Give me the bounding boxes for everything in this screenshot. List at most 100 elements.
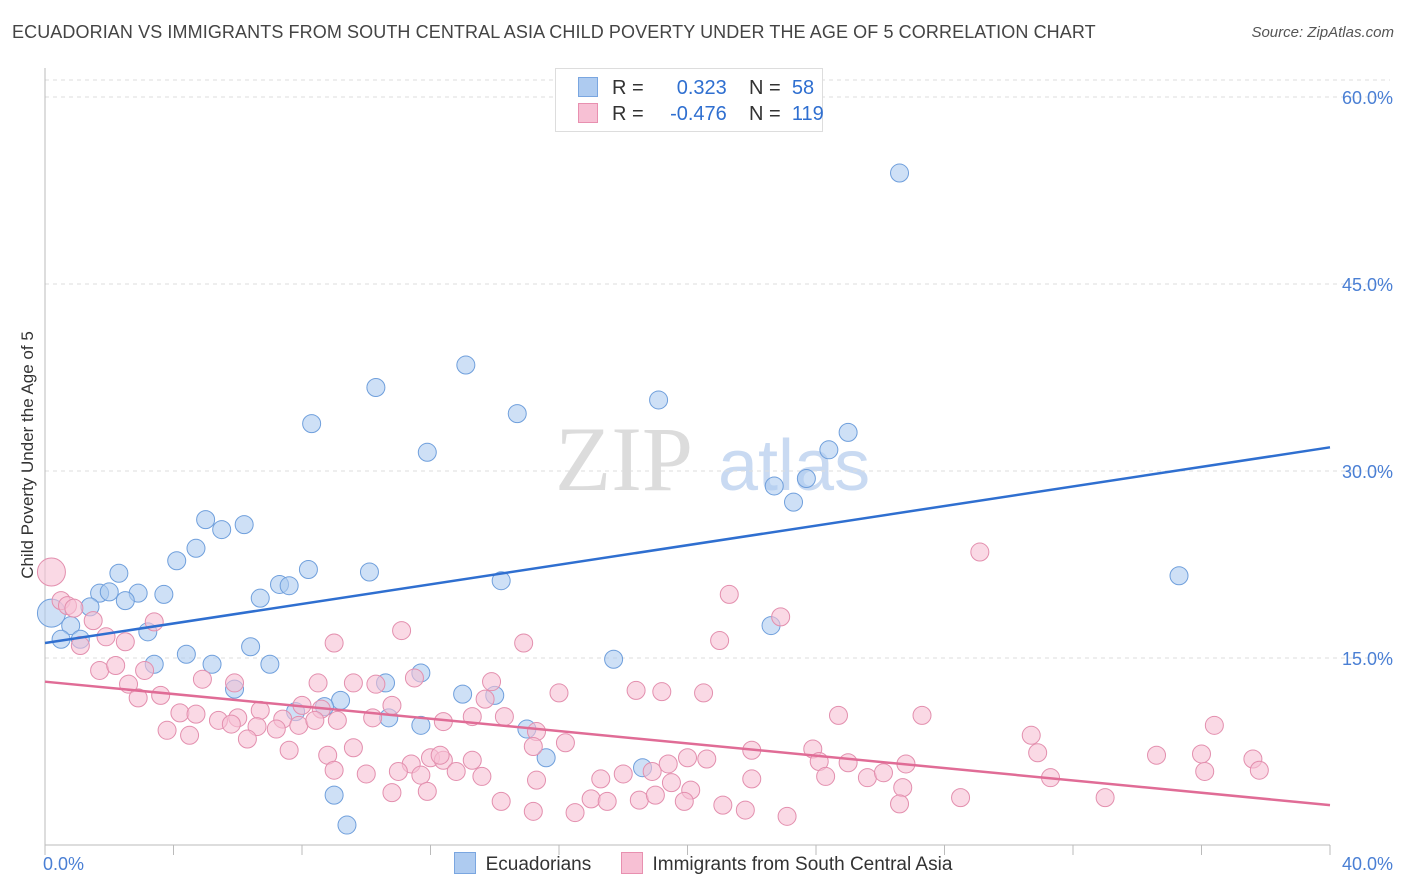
- data-point-ecuadorians: [324, 785, 344, 805]
- data-point-immigrants: [713, 795, 733, 815]
- data-point-ecuadorians: [260, 654, 280, 674]
- legend-n-key: N =: [749, 77, 781, 99]
- data-point-immigrants: [475, 689, 495, 709]
- watermark-zip: ZIP: [555, 408, 693, 510]
- data-point-immigrants: [1195, 761, 1215, 781]
- data-point-ecuadorians: [167, 551, 187, 571]
- legend-r-key: R =: [612, 77, 644, 99]
- legend-row-ecuadorians: R = 0.323 N = 58: [578, 77, 814, 101]
- data-point-ecuadorians: [154, 584, 174, 604]
- data-point-immigrants: [1249, 760, 1269, 780]
- data-point-immigrants: [472, 766, 492, 786]
- data-point-immigrants: [324, 633, 344, 653]
- data-point-ecuadorians: [838, 422, 858, 442]
- data-point-ecuadorians: [453, 684, 473, 704]
- data-point-immigrants: [777, 806, 797, 826]
- data-point-ecuadorians: [359, 562, 379, 582]
- data-point-immigrants: [674, 791, 694, 811]
- data-point-immigrants: [388, 761, 408, 781]
- data-point-immigrants: [289, 715, 309, 735]
- data-point-immigrants: [710, 631, 730, 651]
- data-point-ecuadorians: [649, 390, 669, 410]
- data-point-ecuadorians: [186, 538, 206, 558]
- data-point-immigrants: [1021, 725, 1041, 745]
- data-point-immigrants: [514, 633, 534, 653]
- data-point-immigrants: [549, 683, 569, 703]
- data-point-immigrants: [36, 557, 66, 587]
- data-point-immigrants: [893, 778, 913, 798]
- data-point-immigrants: [192, 669, 212, 689]
- data-point-immigrants: [180, 725, 200, 745]
- data-point-immigrants: [857, 768, 877, 788]
- data-point-immigrants: [392, 621, 412, 641]
- data-point-ecuadorians: [796, 468, 816, 488]
- data-point-immigrants: [890, 794, 910, 814]
- data-point-immigrants: [678, 748, 697, 768]
- data-point-immigrants: [771, 607, 791, 627]
- data-point-immigrants: [279, 740, 299, 760]
- legend-swatch-pink: [578, 103, 598, 123]
- data-point-immigrants: [1028, 743, 1048, 763]
- bottom-legend: Ecuadorians Immigrants from South Centra…: [0, 852, 1406, 876]
- legend-row-immigrants: R = -0.476 N = 119: [578, 103, 824, 127]
- data-point-immigrants: [1192, 744, 1211, 764]
- data-point-immigrants: [237, 729, 257, 749]
- data-point-immigrants: [645, 785, 665, 805]
- bottom-legend-ecuadorians: Ecuadorians: [453, 852, 592, 876]
- data-point-immigrants: [343, 673, 363, 693]
- data-point-ecuadorians: [411, 715, 431, 735]
- data-point-immigrants: [482, 672, 502, 692]
- data-point-immigrants: [151, 685, 171, 705]
- data-point-ecuadorians: [507, 404, 527, 424]
- data-point-immigrants: [83, 611, 103, 631]
- data-point-immigrants: [170, 703, 190, 723]
- data-point-immigrants: [828, 705, 848, 725]
- data-point-immigrants: [912, 705, 932, 725]
- data-point-ecuadorians: [337, 815, 357, 835]
- data-point-immigrants: [694, 683, 714, 703]
- y-tick-label: 15.0%: [1342, 649, 1393, 669]
- data-point-immigrants: [327, 710, 347, 730]
- data-point-ecuadorians: [109, 563, 129, 583]
- data-point-immigrants: [597, 791, 617, 811]
- data-point-ecuadorians: [784, 492, 804, 512]
- data-point-immigrants: [838, 753, 858, 773]
- data-point-immigrants: [266, 719, 286, 739]
- bottom-legend-immigrants: Immigrants from South Central Asia: [620, 852, 952, 876]
- data-point-immigrants: [970, 542, 990, 562]
- data-point-immigrants: [106, 655, 126, 675]
- legend-swatch-blue: [578, 77, 598, 97]
- data-point-immigrants: [523, 801, 543, 821]
- legend-r-key: R =: [612, 103, 644, 125]
- bottom-legend-label: Ecuadorians: [485, 854, 592, 875]
- x-tick-label: 40.0%: [1342, 854, 1393, 874]
- data-point-immigrants: [652, 682, 672, 702]
- data-point-immigrants: [186, 704, 206, 724]
- data-point-ecuadorians: [819, 440, 839, 460]
- trend-line-immigrants: [44, 680, 1331, 807]
- bottom-legend-swatch-pink: [620, 852, 643, 874]
- data-point-immigrants: [661, 773, 681, 793]
- data-point-immigrants: [411, 765, 431, 785]
- data-point-ecuadorians: [234, 515, 254, 535]
- data-point-immigrants: [64, 598, 84, 618]
- data-point-immigrants: [366, 674, 386, 694]
- data-point-ecuadorians: [456, 355, 476, 375]
- data-point-ecuadorians: [176, 644, 196, 664]
- data-point-immigrants: [96, 627, 116, 647]
- data-point-immigrants: [491, 791, 511, 811]
- data-point-immigrants: [382, 783, 402, 803]
- x-tick-label: 0.0%: [43, 854, 84, 874]
- data-point-ecuadorians: [417, 442, 437, 462]
- data-point-immigrants: [816, 766, 836, 786]
- data-point-immigrants: [430, 745, 450, 765]
- y-tick-label: 30.0%: [1342, 462, 1393, 482]
- data-point-ecuadorians: [604, 649, 624, 669]
- data-point-immigrants: [719, 584, 739, 604]
- data-point-ecuadorians: [99, 582, 119, 602]
- data-point-immigrants: [527, 770, 547, 790]
- data-point-immigrants: [951, 788, 971, 808]
- trend-line-ecuadorians: [44, 446, 1331, 645]
- data-point-immigrants: [356, 764, 376, 784]
